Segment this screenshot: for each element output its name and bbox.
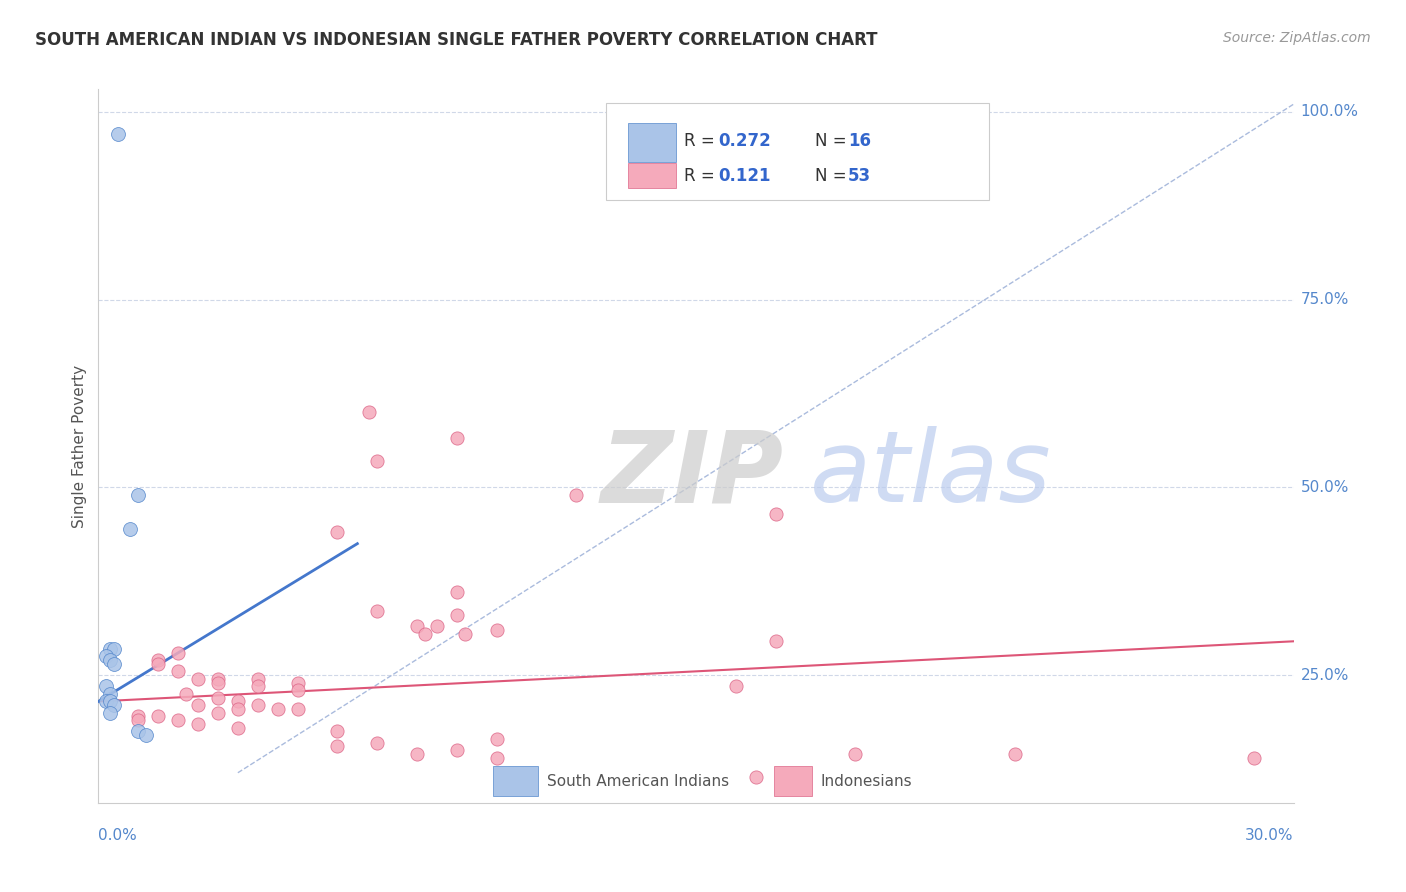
Point [413,627,436,641]
Point [207,706,229,720]
Point [366,736,388,750]
Point [287,675,309,690]
Point [406,747,429,761]
Text: 100.0%: 100.0% [1301,104,1358,120]
Text: Source: ZipAtlas.com: Source: ZipAtlas.com [1223,31,1371,45]
Point [226,702,249,716]
Point [246,698,269,713]
Point [326,525,349,540]
Point [446,743,468,757]
Text: 53: 53 [848,167,870,185]
Text: N =: N = [815,132,852,150]
Point [1004,747,1026,761]
Text: N =: N = [815,167,852,185]
Point [426,619,449,633]
Point [98,641,122,656]
Point [107,128,129,142]
Point [98,694,122,708]
Point [127,709,149,723]
Point [226,694,249,708]
Point [406,619,429,633]
Point [167,713,190,727]
Text: 16: 16 [848,132,870,150]
Point [844,747,866,761]
Point [226,721,249,735]
Point [1243,750,1265,764]
Text: 0.0%: 0.0% [98,828,138,843]
Point [246,679,269,693]
Point [127,488,149,502]
Text: 50.0%: 50.0% [1301,480,1348,495]
Point [565,488,588,502]
FancyBboxPatch shape [773,765,811,796]
Point [446,432,468,446]
Text: ZIP: ZIP [600,426,783,523]
Text: Indonesians: Indonesians [820,774,912,789]
Point [187,672,209,686]
FancyBboxPatch shape [628,163,676,187]
Point [103,657,125,671]
Point [326,724,349,739]
Point [96,694,118,708]
Point [267,702,290,716]
Point [454,627,477,641]
Point [127,724,149,739]
Point [287,702,309,716]
Point [326,739,349,754]
Text: 0.121: 0.121 [718,167,770,185]
Text: South American Indians: South American Indians [547,774,728,789]
Point [446,585,468,599]
Point [135,728,157,742]
Point [366,454,388,468]
Text: R =: R = [685,132,720,150]
Text: 75.0%: 75.0% [1301,292,1348,307]
Point [246,672,269,686]
Point [96,649,118,664]
Point [359,405,381,419]
Point [745,770,768,784]
Point [187,698,209,713]
Text: 25.0%: 25.0% [1301,667,1348,682]
Point [103,698,125,713]
Point [167,665,190,679]
Point [485,750,508,764]
Point [446,607,468,622]
Point [485,731,508,746]
Point [207,675,229,690]
FancyBboxPatch shape [628,123,676,162]
Point [96,679,118,693]
Point [485,623,508,637]
FancyBboxPatch shape [494,765,538,796]
Text: 0.272: 0.272 [718,132,772,150]
Point [167,646,190,660]
Text: R =: R = [685,167,725,185]
Point [207,672,229,686]
Point [724,679,747,693]
Point [765,634,787,648]
Y-axis label: Single Father Poverty: Single Father Poverty [72,365,87,527]
Point [287,683,309,698]
Text: atlas: atlas [810,426,1052,523]
Point [98,653,122,667]
Point [98,706,122,720]
Point [187,717,209,731]
Point [98,687,122,701]
Point [207,690,229,705]
Point [174,687,197,701]
Point [120,522,142,536]
Point [148,653,170,667]
Text: 30.0%: 30.0% [1246,828,1294,843]
Text: SOUTH AMERICAN INDIAN VS INDONESIAN SINGLE FATHER POVERTY CORRELATION CHART: SOUTH AMERICAN INDIAN VS INDONESIAN SING… [35,31,877,49]
Point [148,709,170,723]
Point [148,657,170,671]
Point [127,713,149,727]
Point [103,641,125,656]
Point [765,507,787,521]
Point [366,604,388,618]
FancyBboxPatch shape [606,103,988,200]
